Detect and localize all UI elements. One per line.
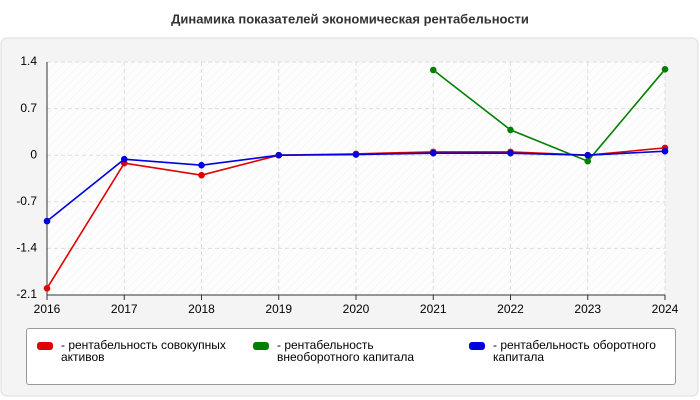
legend: - рентабельность совокупных активов - рен… <box>26 328 676 385</box>
point <box>43 285 51 292</box>
y-tick-label: -2.1 <box>16 287 37 301</box>
y-tick-label: 0.7 <box>20 101 37 115</box>
point <box>43 217 51 225</box>
x-tick-label: 2016 <box>34 302 61 316</box>
point <box>198 161 205 169</box>
y-tick-label: 0 <box>30 147 37 161</box>
legend-swatch <box>37 342 53 350</box>
legend-label: - рентабельность внеоборотного капитала <box>277 338 414 364</box>
x-tick-label: 2018 <box>188 302 215 316</box>
legend-item: - рентабельность оборотного капитала <box>459 329 675 384</box>
x-tick-label: 2022 <box>497 302 524 316</box>
legend-label: - рентабельность совокупных активов <box>61 338 226 364</box>
point <box>429 66 437 74</box>
x-tick-label: 2020 <box>343 302 370 316</box>
x-tick-label: 2019 <box>265 302 292 316</box>
point <box>661 66 669 73</box>
legend-swatch <box>469 342 485 350</box>
point <box>352 151 360 158</box>
y-tick-label: 1.4 <box>20 54 37 68</box>
point <box>507 126 514 134</box>
point <box>507 149 514 157</box>
legend-item: - рентабельность внеоборотного капитала <box>243 329 459 384</box>
point <box>198 171 205 179</box>
x-tick-label: 2017 <box>111 302 138 316</box>
x-tick-label: 2023 <box>574 302 601 316</box>
point <box>661 147 669 155</box>
series-line <box>432 68 666 163</box>
point <box>584 157 592 165</box>
legend-item: - рентабельность совокупных активов <box>27 329 243 384</box>
legend-swatch <box>253 342 269 350</box>
chart-title: Динамика показателей экономическая рента… <box>171 11 529 26</box>
point <box>120 155 128 163</box>
x-tick-label: 2024 <box>652 302 679 316</box>
legend-label: - рентабельность оборотного капитала <box>493 338 656 364</box>
point <box>429 149 437 157</box>
point <box>584 151 592 159</box>
y-tick-label: -1.4 <box>16 241 37 255</box>
x-tick-label: 2021 <box>420 302 447 316</box>
point <box>275 151 283 159</box>
y-tick-label: -0.7 <box>16 194 37 208</box>
